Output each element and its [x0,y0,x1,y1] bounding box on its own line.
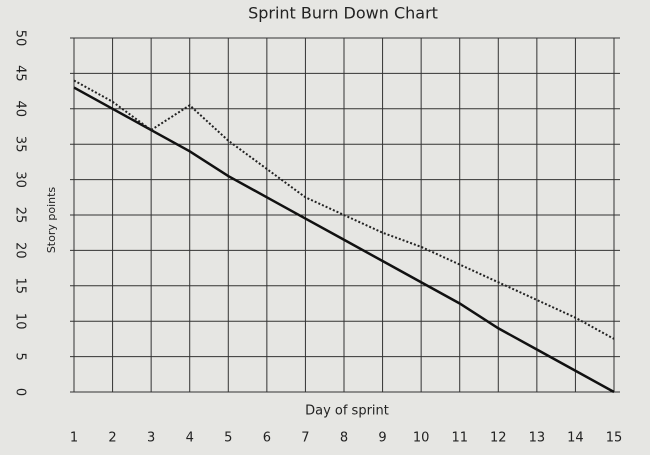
x-tick-label: 12 [490,431,507,446]
x-tick-label: 6 [263,431,271,446]
y-tick-label: 35 [13,136,28,153]
x-tick-label: 10 [413,431,430,446]
x-tick-label: 14 [567,431,584,446]
x-tick-label: 15 [606,431,623,446]
chart-title: Sprint Burn Down Chart [248,4,438,23]
y-tick-label: 25 [13,207,28,224]
y-tick-label: 5 [13,352,28,360]
y-axis-label: Story points [45,187,58,254]
y-tick-label: 0 [13,388,28,396]
x-axis-label: Day of sprint [305,404,389,419]
y-tick-label: 45 [13,65,28,82]
x-tick-label: 2 [108,431,116,446]
x-tick-label: 5 [224,431,232,446]
x-tick-label: 7 [301,431,309,446]
series-line [73,86,615,394]
x-tick-label: 13 [529,431,546,446]
y-tick-label: 30 [13,171,28,188]
x-tick-label: 1 [70,431,78,446]
y-tick-label: 10 [13,313,28,330]
y-tick-label: 20 [13,242,28,259]
x-tick-label: 3 [147,431,155,446]
y-tick-label: 15 [13,278,28,295]
y-tick-label: 50 [13,30,28,47]
series-line [73,79,615,340]
x-tick-label: 4 [186,431,194,446]
x-tick-label: 8 [340,431,348,446]
y-tick-label: 40 [13,101,28,118]
x-tick-label: 9 [378,431,386,446]
x-tick-label: 11 [451,431,468,446]
